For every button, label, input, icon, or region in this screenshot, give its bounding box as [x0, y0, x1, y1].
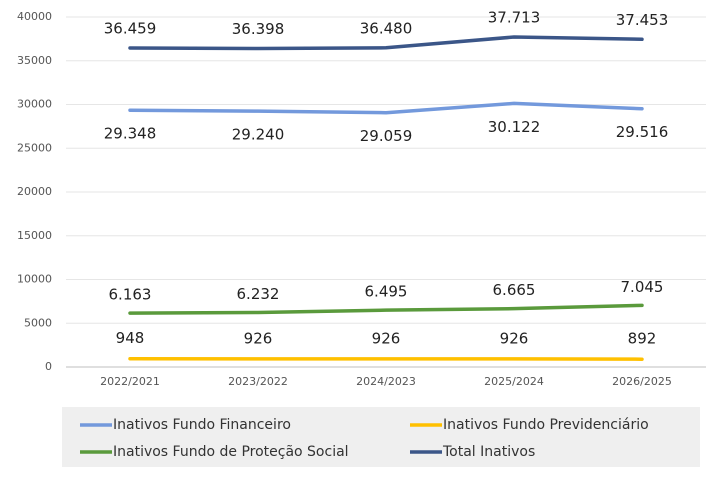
y-tick-label: 10000: [17, 273, 52, 286]
data-label: 29.059: [360, 127, 413, 145]
y-tick-label: 20000: [17, 185, 52, 198]
data-label: 36.480: [360, 19, 413, 37]
legend-label: Total Inativos: [442, 444, 535, 460]
x-tick-label: 2024/2023: [356, 375, 416, 388]
data-label: 37.713: [488, 9, 541, 27]
legend-label: Inativos Fundo de Proteção Social: [113, 444, 349, 460]
data-label: 36.398: [232, 20, 285, 38]
data-label: 6.232: [237, 285, 280, 303]
y-tick-label: 0: [45, 360, 52, 373]
y-tick-label: 35000: [17, 54, 52, 67]
series-line: [128, 303, 644, 315]
y-tick-label: 15000: [17, 229, 52, 242]
data-label: 7.045: [621, 278, 664, 296]
series-line: [128, 35, 644, 51]
y-tick-label: 40000: [17, 10, 52, 23]
y-tick-label: 5000: [24, 316, 52, 329]
data-label: 926: [372, 329, 401, 347]
x-tick-label: 2025/2024: [484, 375, 544, 388]
data-label: 926: [500, 329, 529, 347]
legend-label: Inativos Fundo Previdenciário: [443, 417, 649, 433]
y-tick-label: 25000: [17, 141, 52, 154]
data-label: 36.459: [104, 19, 157, 37]
data-label: 926: [244, 329, 273, 347]
data-label: 6.665: [493, 281, 536, 299]
data-label: 6.495: [365, 283, 408, 301]
data-label: 948: [116, 329, 145, 347]
y-tick-label: 30000: [17, 98, 52, 111]
data-label: 6.163: [109, 286, 152, 304]
legend-label: Inativos Fundo Financeiro: [113, 417, 291, 433]
x-tick-label: 2022/2021: [100, 375, 160, 388]
series-line: [128, 101, 644, 115]
x-tick-label: 2026/2025: [612, 375, 672, 388]
legend-box: [62, 407, 700, 467]
data-label: 37.453: [616, 11, 669, 29]
data-label: 30.122: [488, 118, 541, 136]
data-label: 29.516: [616, 123, 669, 141]
data-label: 892: [628, 330, 657, 348]
data-label: 29.240: [232, 126, 285, 144]
x-tick-label: 2023/2022: [228, 375, 288, 388]
data-label: 29.348: [104, 125, 157, 143]
